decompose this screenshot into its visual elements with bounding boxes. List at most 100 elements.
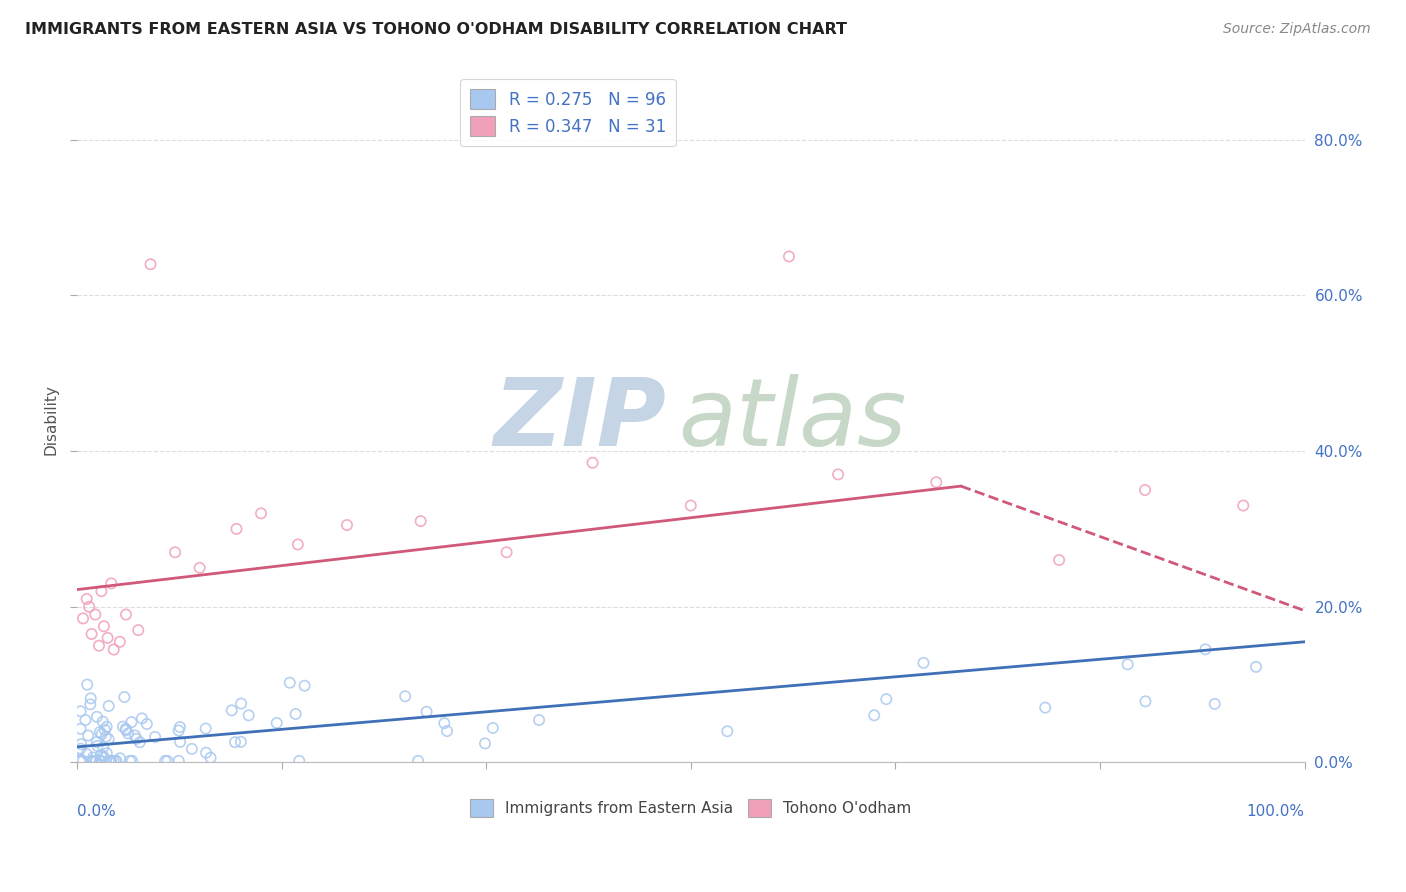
Point — [108, 634, 131, 648]
Point — [121, 715, 143, 730]
Point — [89, 754, 111, 768]
Point — [90, 748, 112, 763]
Point — [394, 690, 416, 704]
Point — [77, 599, 100, 614]
Point — [169, 735, 191, 749]
Point — [72, 754, 94, 768]
Point — [70, 737, 93, 751]
Point — [98, 754, 121, 768]
Point — [121, 754, 143, 768]
Point — [287, 537, 309, 551]
Point — [278, 675, 301, 690]
Point — [169, 720, 191, 734]
Point — [409, 514, 432, 528]
Point — [75, 713, 97, 727]
Point — [495, 545, 517, 559]
Point — [1194, 642, 1216, 657]
Text: 100.0%: 100.0% — [1247, 804, 1305, 819]
Point — [433, 716, 456, 731]
Point — [229, 735, 252, 749]
Point — [1232, 499, 1254, 513]
Point — [224, 735, 246, 749]
Point — [124, 729, 146, 743]
Point — [100, 754, 122, 768]
Point — [69, 752, 91, 766]
Point — [96, 720, 118, 734]
Point — [827, 467, 849, 482]
Point — [97, 698, 120, 713]
Point — [93, 619, 115, 633]
Point — [94, 730, 117, 744]
Point — [76, 747, 98, 761]
Point — [86, 739, 108, 753]
Point — [125, 731, 148, 746]
Point — [474, 736, 496, 750]
Point — [79, 698, 101, 712]
Point — [104, 754, 127, 768]
Point — [84, 754, 107, 768]
Point — [89, 754, 111, 768]
Point — [581, 456, 603, 470]
Point — [86, 754, 108, 768]
Point — [82, 754, 104, 768]
Point — [139, 257, 162, 271]
Point — [76, 591, 98, 606]
Text: Source: ZipAtlas.com: Source: ZipAtlas.com — [1223, 22, 1371, 37]
Point — [90, 727, 112, 741]
Point — [69, 722, 91, 736]
Point — [91, 714, 114, 729]
Point — [167, 723, 190, 738]
Point — [80, 754, 103, 768]
Point — [266, 716, 288, 731]
Point — [231, 697, 253, 711]
Point — [875, 692, 897, 706]
Point — [250, 506, 273, 520]
Point — [118, 754, 141, 768]
Point — [86, 735, 108, 749]
Y-axis label: Disability: Disability — [44, 384, 58, 456]
Point — [131, 711, 153, 725]
Point — [114, 722, 136, 736]
Point — [288, 754, 311, 768]
Point — [97, 732, 120, 747]
Point — [80, 627, 103, 641]
Point — [69, 704, 91, 718]
Point — [84, 607, 107, 622]
Point — [93, 750, 115, 764]
Point — [188, 561, 211, 575]
Point — [221, 703, 243, 717]
Text: 0.0%: 0.0% — [77, 804, 115, 819]
Point — [925, 475, 948, 490]
Point — [406, 754, 429, 768]
Point — [194, 722, 217, 736]
Point — [69, 741, 91, 756]
Point — [103, 754, 125, 768]
Point — [336, 518, 359, 533]
Point — [156, 754, 179, 768]
Point — [1116, 657, 1139, 672]
Point — [80, 691, 103, 706]
Point — [69, 754, 91, 768]
Point — [1204, 697, 1226, 711]
Point — [527, 713, 550, 727]
Point — [1135, 694, 1157, 708]
Point — [143, 730, 166, 744]
Point — [284, 706, 307, 721]
Point — [863, 708, 886, 723]
Text: ZIP: ZIP — [494, 374, 666, 466]
Point — [90, 584, 112, 599]
Point — [100, 576, 122, 591]
Point — [86, 710, 108, 724]
Point — [294, 679, 316, 693]
Point — [97, 754, 120, 768]
Point — [155, 754, 177, 768]
Point — [103, 642, 125, 657]
Point — [82, 750, 104, 764]
Point — [76, 678, 98, 692]
Point — [91, 748, 114, 763]
Point — [436, 724, 458, 739]
Point — [69, 754, 91, 768]
Point — [87, 639, 110, 653]
Point — [1133, 483, 1156, 497]
Point — [415, 705, 437, 719]
